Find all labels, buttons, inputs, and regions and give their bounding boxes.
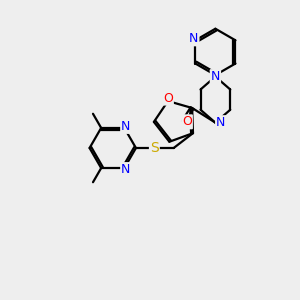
Text: O: O [182,115,192,128]
Text: N: N [211,70,220,83]
Text: N: N [121,163,130,176]
Text: S: S [150,141,159,155]
Text: N: N [216,116,225,129]
Text: O: O [163,92,173,105]
Text: N: N [121,120,130,133]
Text: N: N [189,32,199,45]
